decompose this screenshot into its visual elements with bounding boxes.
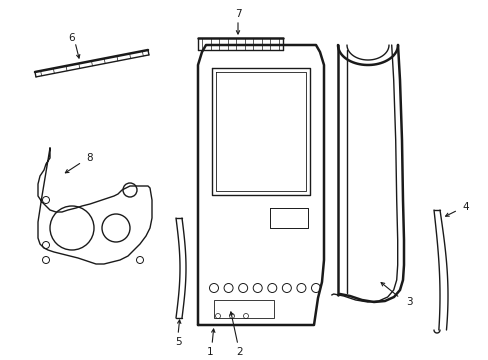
Bar (214, 300, 273, 318)
Text: 2: 2 (236, 347, 243, 357)
Text: 5: 5 (174, 337, 181, 347)
Text: 3: 3 (405, 297, 412, 307)
Text: 6: 6 (68, 33, 75, 43)
Text: 1: 1 (206, 347, 213, 357)
Text: 8: 8 (86, 153, 92, 163)
Text: 7: 7 (234, 9, 241, 19)
Text: 4: 4 (461, 202, 468, 212)
